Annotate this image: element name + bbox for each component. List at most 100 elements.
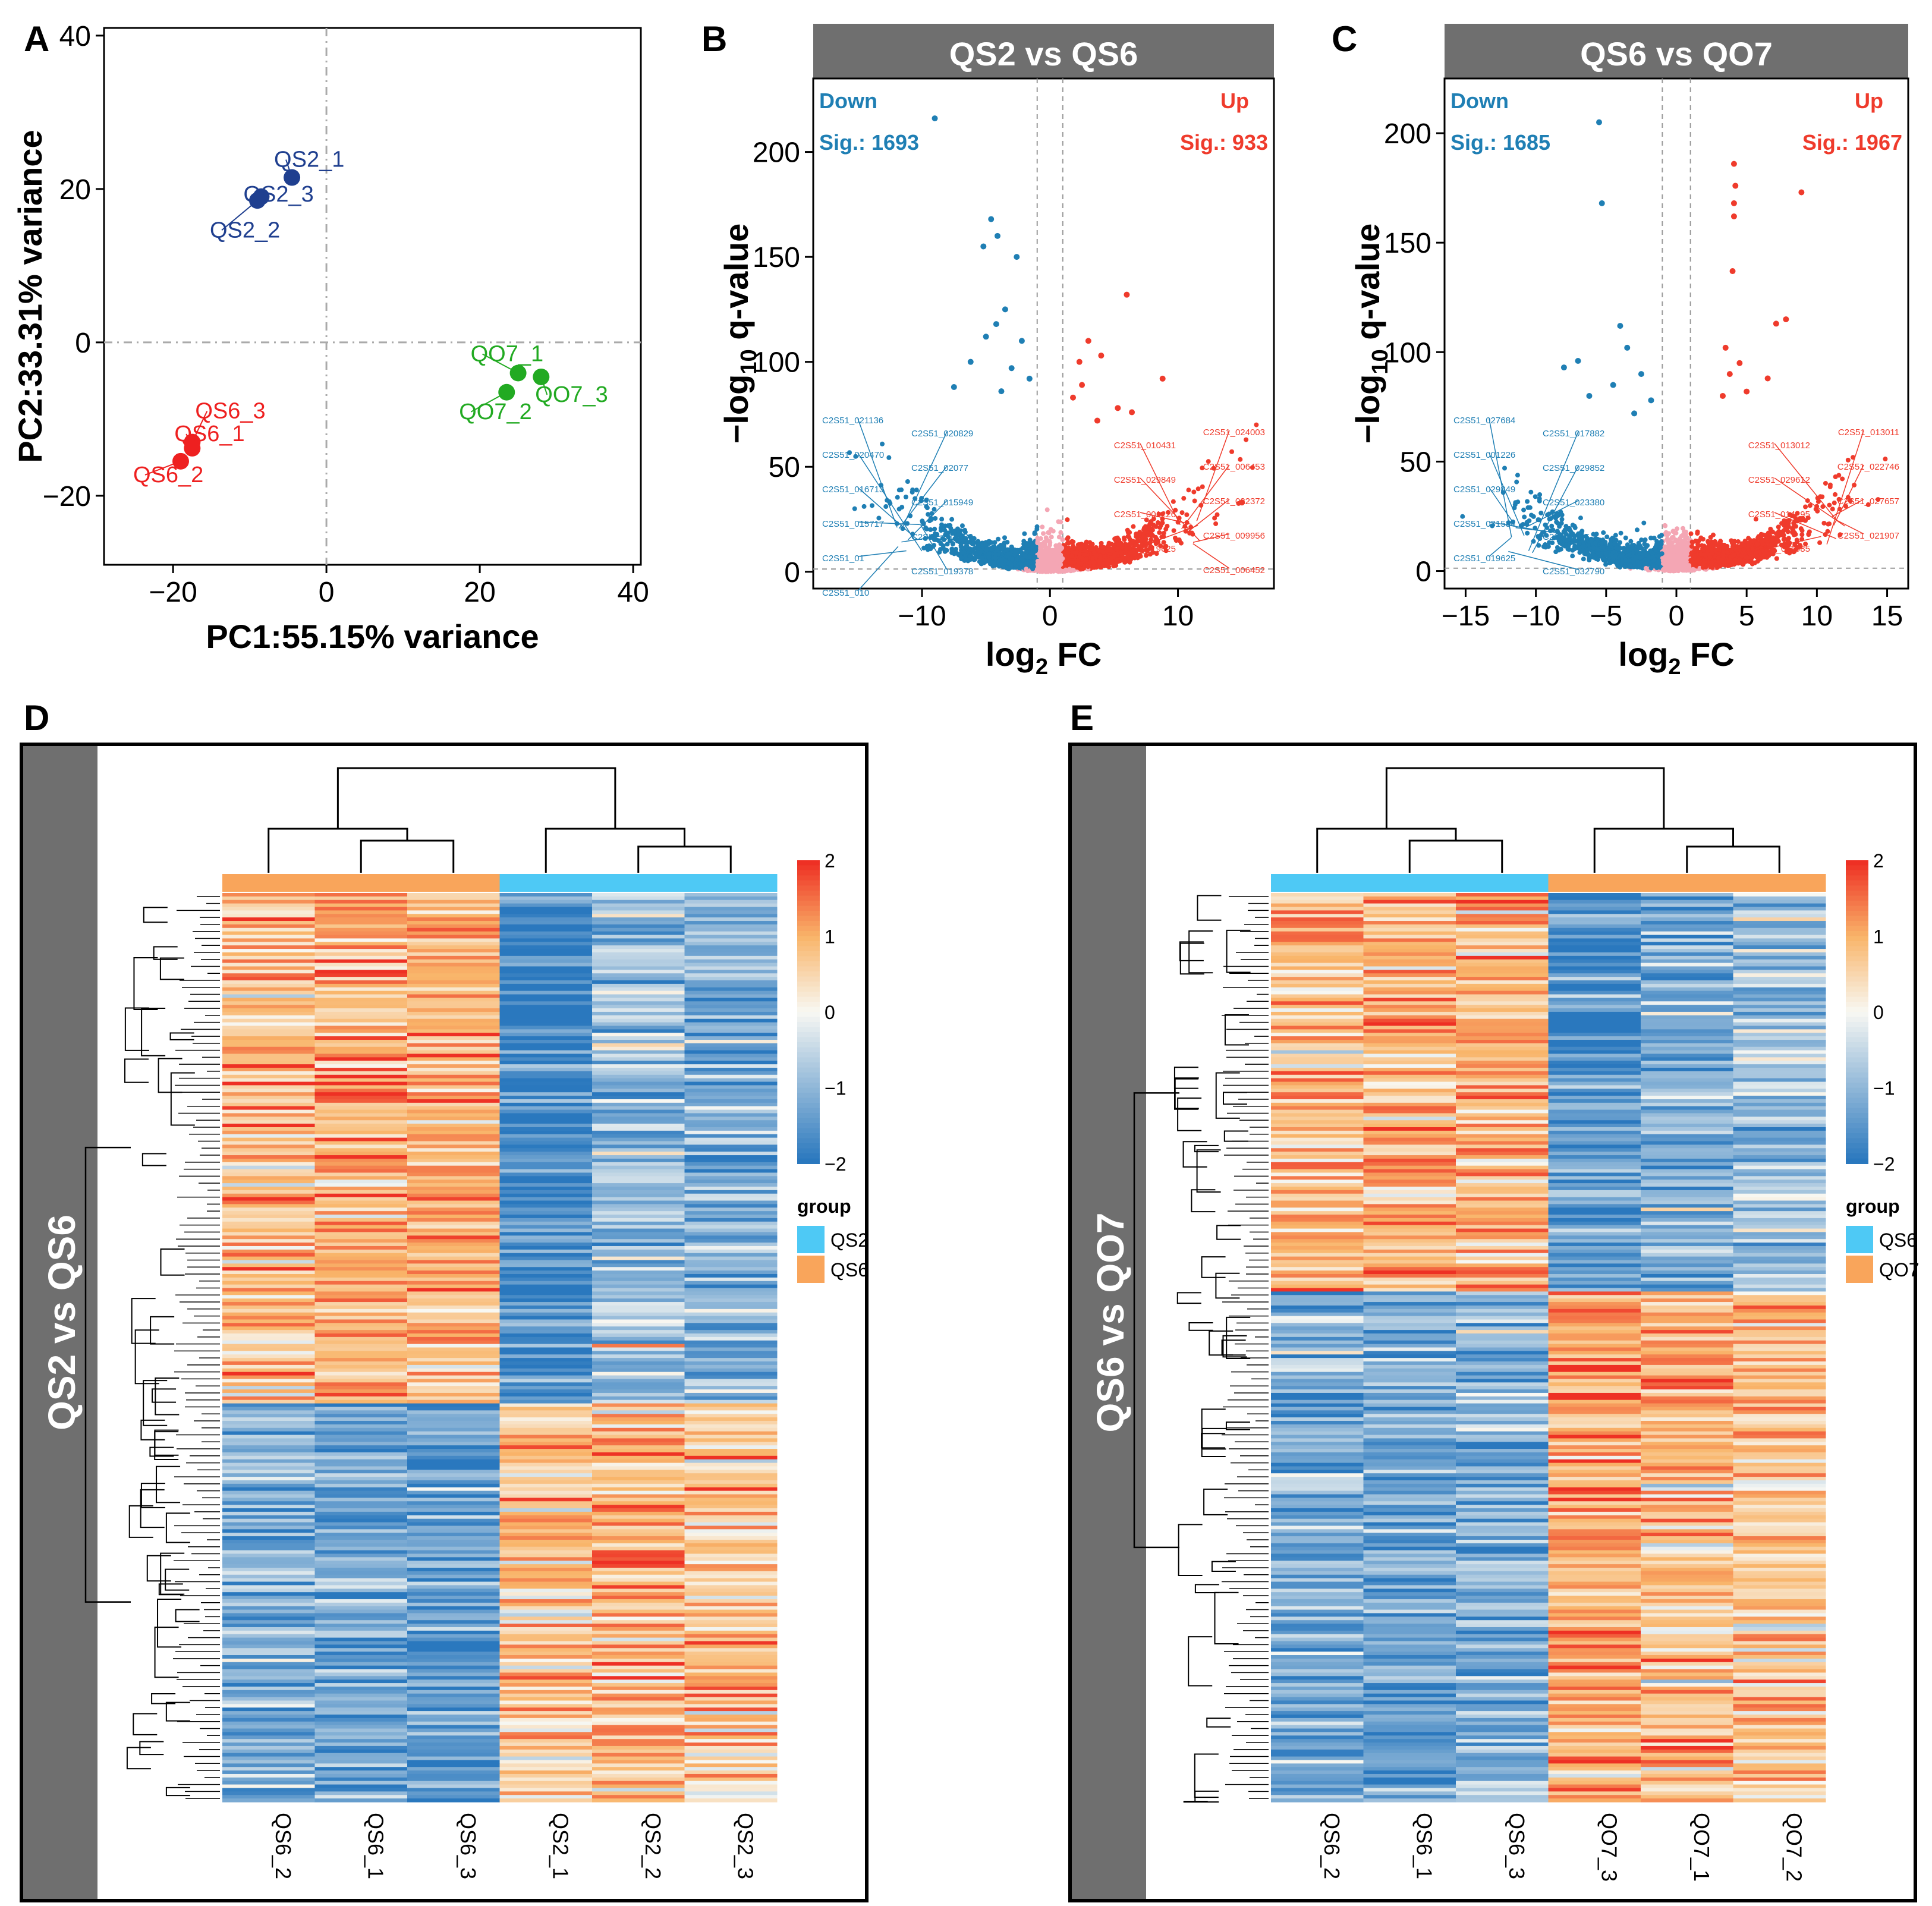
heatmap-cell	[222, 959, 315, 964]
heatmap-cell	[314, 1089, 408, 1093]
volcano-gene-label: C2S51_022746	[1837, 462, 1899, 472]
volcano-point	[1032, 531, 1037, 536]
volcano-point	[1254, 422, 1259, 427]
volcano-point	[1741, 547, 1747, 552]
volcano-plot-qs6-vs-qo7: QS6 vs QO7−15 −10 −5 0 5 10 15050100150200log2…	[1349, 24, 1909, 680]
volcano-point	[1827, 482, 1833, 487]
volcano-point	[1671, 564, 1676, 569]
volcano-point	[1685, 565, 1691, 571]
volcano-point	[1663, 544, 1668, 549]
volcano-point	[1821, 520, 1827, 526]
volcano-point	[1020, 556, 1025, 561]
heatmap-cell	[592, 998, 685, 1002]
heatmap-cell	[499, 1033, 593, 1037]
pca-x-tick-label: 40	[617, 577, 649, 608]
pca-x-tick-label: −20	[149, 577, 197, 608]
volcano-point	[1074, 550, 1079, 555]
volcano-point-down	[998, 388, 1005, 395]
heatmap-cell	[684, 949, 778, 953]
volcano-point	[880, 441, 885, 446]
volcano-point	[1572, 525, 1578, 530]
volcano-point	[1186, 487, 1191, 493]
heatmap-cell	[222, 938, 315, 942]
volcano-point-up	[1722, 344, 1729, 351]
volcano-point	[1192, 498, 1197, 504]
heatmap-cell	[222, 899, 315, 904]
volcano-point	[1634, 527, 1640, 533]
volcano-point	[1604, 534, 1610, 540]
volcano-point	[1049, 534, 1054, 540]
volcano-point-down	[983, 334, 989, 340]
volcano-point	[980, 555, 985, 561]
volcano-point-up	[1079, 382, 1085, 388]
heatmap-cell	[407, 1046, 500, 1051]
volcano-point	[942, 527, 948, 533]
volcano-point-up	[1129, 409, 1135, 416]
volcano-down-sig: Sig.: 1693	[819, 130, 919, 155]
heatmap-cell	[684, 977, 778, 981]
volcano-point	[942, 524, 948, 529]
volcano-point	[1244, 437, 1249, 442]
volcano-point	[1709, 560, 1714, 565]
volcano-x-tick-label: 10	[1162, 600, 1194, 632]
volcano-point	[1660, 567, 1666, 573]
volcano-point-down	[951, 384, 957, 391]
volcano-point-down	[967, 358, 974, 365]
heatmap-cell	[499, 955, 593, 960]
volcano-gene-label: C2S51_021136	[822, 416, 883, 426]
heatmap-cell	[222, 973, 315, 977]
pca-point-label: QS2_1	[274, 147, 344, 172]
volcano-point	[1100, 561, 1106, 567]
volcano-y-axis-label: −log10 q-value	[1349, 224, 1393, 444]
heatmap-cell	[314, 980, 408, 985]
volcano-point	[1653, 548, 1659, 553]
heatmap-cell	[499, 1029, 593, 1033]
heatmap-cell	[407, 1036, 500, 1040]
heatmap-cell	[407, 942, 500, 946]
volcano-point	[1048, 569, 1053, 574]
volcano-point	[1587, 557, 1592, 562]
volcano-point	[1041, 531, 1046, 536]
volcano-point	[973, 555, 978, 561]
volcano-point	[1691, 567, 1697, 573]
heatmap-group-cell	[222, 874, 315, 892]
volcano-gene-label: C2S51_009956	[1203, 531, 1265, 541]
heatmap-cell	[314, 938, 408, 942]
heatmap-cell	[592, 1036, 685, 1040]
volcano-point	[1122, 535, 1127, 540]
volcano-point	[1706, 540, 1711, 545]
volcano-point	[1641, 520, 1647, 526]
volcano-point	[943, 532, 948, 537]
heatmap-cell	[314, 1071, 408, 1075]
volcano-gene-label: C2S51_031584	[1453, 519, 1515, 529]
volcano-gene-label: C2S51_020829	[911, 429, 973, 439]
volcano-point-down	[1624, 344, 1631, 351]
pca-y-tick-label: −20	[43, 481, 91, 512]
heatmap-cell	[499, 1043, 593, 1048]
volcano-point	[1776, 524, 1781, 530]
volcano-point	[1195, 486, 1201, 492]
volcano-point-down	[1648, 397, 1654, 404]
heatmap-cell	[314, 1036, 408, 1040]
volcano-point	[1591, 545, 1596, 551]
volcano-point	[1058, 530, 1063, 535]
heatmap-group-cell	[592, 874, 685, 892]
heatmap-cell	[222, 945, 315, 949]
heatmap-cell	[499, 899, 593, 904]
volcano-point	[1663, 530, 1669, 535]
volcano-gene-leader	[857, 550, 907, 557]
pca-frame	[103, 27, 642, 566]
volcano-gene-label: C2S51_017882	[1543, 429, 1604, 439]
volcano-point	[999, 557, 1004, 562]
heatmap-cell	[592, 1001, 685, 1005]
heatmap-cell	[499, 994, 593, 999]
volcano-point	[1125, 530, 1131, 535]
heatmap-cell	[684, 931, 778, 936]
heatmap-cell	[592, 1039, 685, 1044]
heatmap-cell	[592, 1085, 685, 1089]
pca-point-label: QS2_2	[210, 218, 280, 243]
volcano-point	[1144, 553, 1149, 558]
volcano-point	[987, 551, 992, 556]
volcano-point	[1599, 541, 1604, 546]
heatmap-cell	[314, 942, 408, 946]
